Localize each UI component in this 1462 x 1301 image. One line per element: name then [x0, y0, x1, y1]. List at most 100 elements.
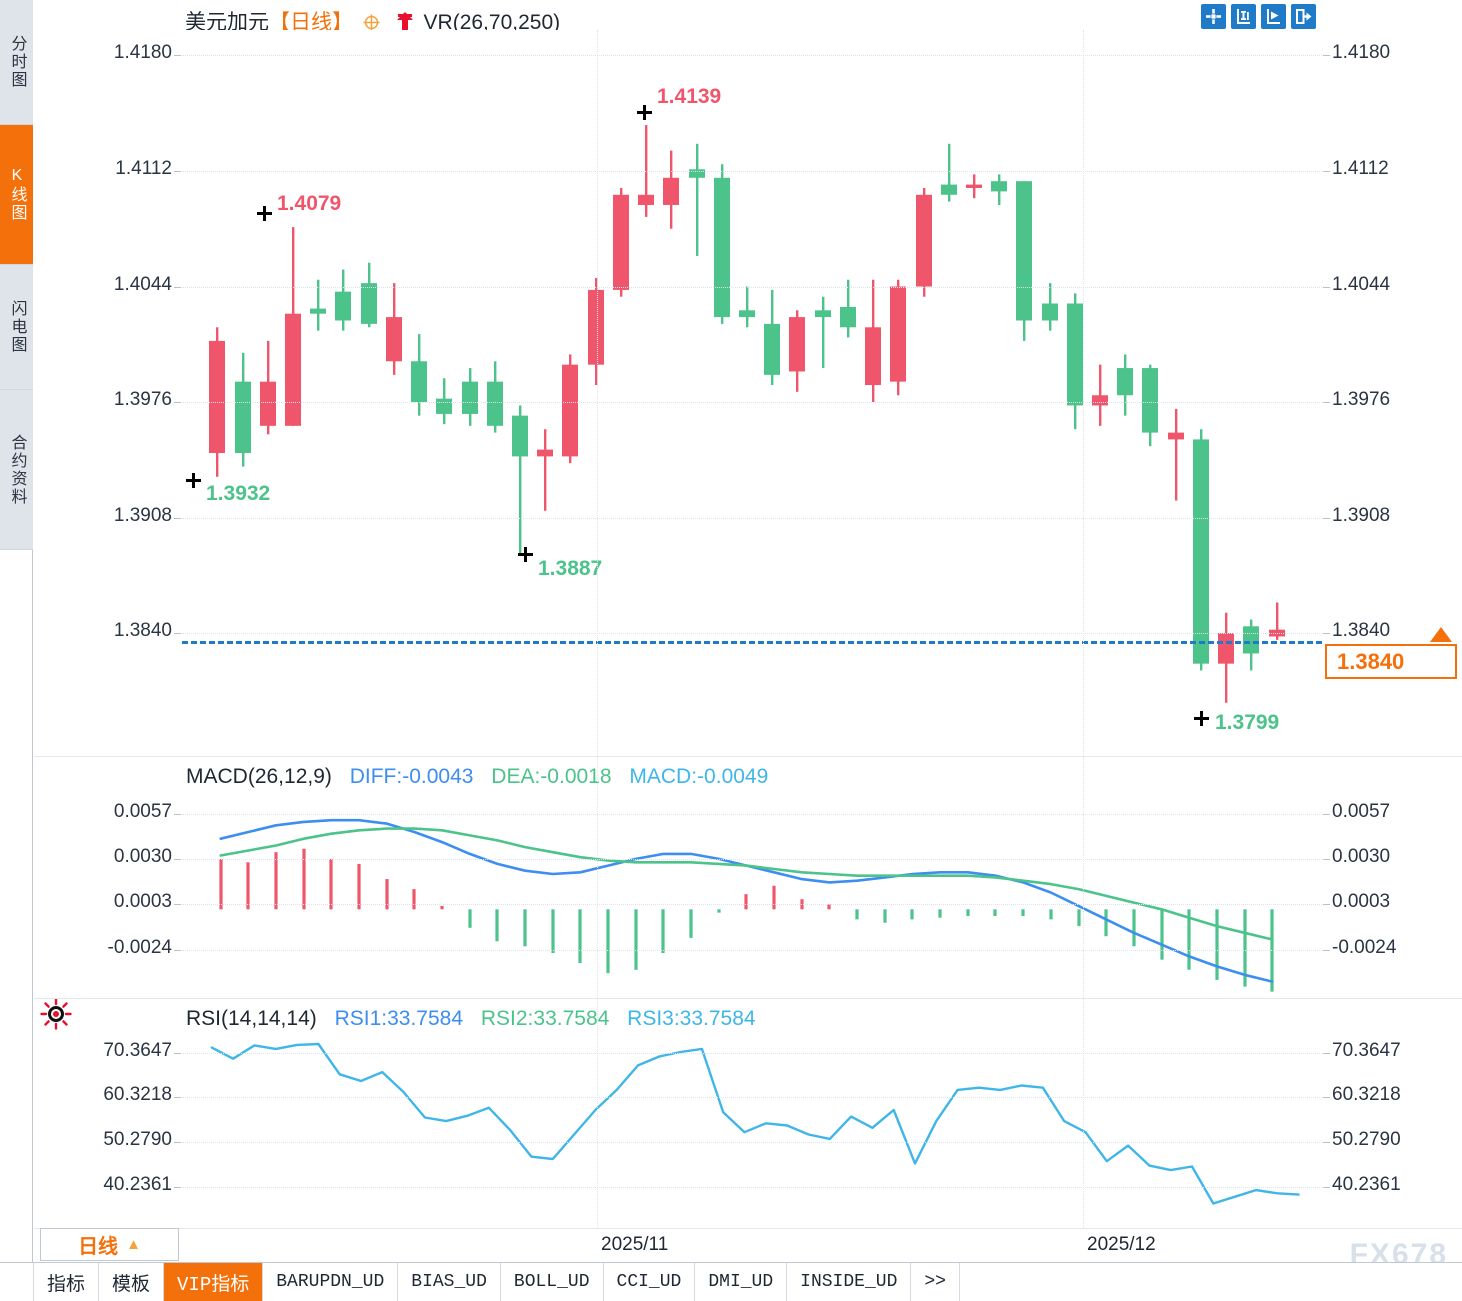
candlestick[interactable] — [1092, 364, 1108, 426]
rsi-divider — [34, 998, 1462, 999]
macd-histogram-bar — [717, 909, 721, 913]
candlestick[interactable] — [562, 354, 578, 464]
sidebar-label: 合约资料 — [8, 433, 26, 506]
candlestick[interactable] — [1042, 283, 1058, 331]
candlestick[interactable] — [1269, 602, 1285, 640]
candlestick[interactable] — [840, 279, 856, 338]
macd-histogram-bar — [551, 909, 555, 953]
candlestick[interactable] — [335, 269, 351, 331]
candlestick[interactable] — [890, 279, 906, 396]
candlestick[interactable] — [764, 289, 780, 386]
gridline — [182, 286, 1322, 288]
candlestick[interactable] — [310, 279, 326, 331]
candlestick[interactable] — [714, 164, 730, 324]
tab-barupdn-ud[interactable]: BARUPDN_UD — [263, 1263, 399, 1301]
axis-tick — [174, 1097, 181, 1099]
tab-more[interactable]: >> — [911, 1263, 960, 1301]
sidebar-label: K线图 — [8, 167, 26, 222]
scale-icon[interactable] — [1261, 4, 1286, 29]
macd-histogram-bar — [219, 858, 223, 910]
gridline — [182, 1142, 1322, 1144]
gridline — [182, 904, 1322, 906]
axis-tick — [1323, 1052, 1330, 1054]
candlestick[interactable] — [966, 174, 982, 199]
exit-icon[interactable] — [1291, 4, 1316, 29]
tab-boll-ud[interactable]: BOLL_UD — [501, 1263, 604, 1301]
sidebar-item-kline-chart[interactable]: K线图 — [0, 125, 33, 265]
candlestick[interactable] — [865, 279, 881, 403]
candlestick[interactable] — [1117, 354, 1133, 416]
macd-histogram-bar — [772, 885, 776, 910]
macd-chart[interactable] — [182, 790, 1322, 995]
axis-tick — [1323, 813, 1330, 815]
tab-bias-ud[interactable]: BIAS_UD — [398, 1263, 501, 1301]
candlestick[interactable] — [285, 227, 301, 426]
candlestick[interactable] — [941, 143, 957, 202]
tabbar-spacer — [0, 1263, 34, 1301]
candlestick[interactable] — [411, 334, 427, 416]
candlestick[interactable] — [462, 368, 478, 426]
tab-indicators[interactable]: 指标 — [34, 1263, 100, 1301]
tab-vip-indicators[interactable]: VIP指标 — [164, 1263, 264, 1301]
candlestick[interactable] — [613, 187, 629, 297]
macd-histogram-bar — [1187, 909, 1191, 970]
macd-histogram-bar — [634, 909, 638, 970]
tab-dmi-ud[interactable]: DMI_UD — [695, 1263, 788, 1301]
candlestick[interactable] — [916, 187, 932, 297]
candlestick[interactable] — [739, 286, 755, 328]
tab-templates[interactable]: 模板 — [99, 1263, 165, 1301]
measure-icon[interactable] — [1231, 4, 1256, 29]
sidebar-label: 分时图 — [8, 35, 26, 89]
candlestick[interactable] — [689, 143, 705, 256]
candlestick[interactable] — [663, 150, 679, 229]
brightness-sun-icon[interactable] — [40, 998, 72, 1030]
macd-histogram-bar — [1160, 909, 1164, 960]
sidebar-item-contract-info[interactable]: 合约资料 — [0, 390, 33, 550]
tab-cci-ud[interactable]: CCI_UD — [604, 1263, 696, 1301]
macd-histogram-bar — [468, 909, 472, 928]
macd-histogram-bar — [385, 879, 389, 910]
axis-tick — [174, 517, 181, 519]
candlestick[interactable] — [512, 405, 528, 554]
macd-histogram-bar — [827, 904, 831, 910]
candlestick[interactable] — [789, 310, 805, 392]
macd-histogram-bar — [302, 848, 306, 910]
candlestick[interactable] — [1067, 293, 1083, 430]
macd-histogram-bar — [855, 909, 859, 920]
crosshair-icon[interactable] — [363, 14, 380, 31]
axis-tick — [1323, 904, 1330, 906]
current-price-badge[interactable]: 1.3840 — [1325, 644, 1457, 679]
candlestick[interactable] — [991, 174, 1007, 205]
period-up-arrow-icon: ▲ — [126, 1236, 141, 1253]
candlestick[interactable] — [361, 262, 377, 328]
axis-tick — [1323, 633, 1330, 635]
candlestick[interactable] — [386, 283, 402, 375]
current-price-arrow-icon — [1430, 627, 1452, 642]
candlestick[interactable] — [1142, 364, 1158, 447]
tab-inside-ud[interactable]: INSIDE_UD — [787, 1263, 912, 1301]
macd-histogram-bar — [1243, 909, 1247, 987]
candlestick[interactable] — [588, 278, 604, 386]
move-icon[interactable] — [1201, 4, 1226, 29]
red-up-arrow-icon[interactable] — [396, 12, 413, 32]
candlestick[interactable] — [1243, 619, 1259, 671]
candlestick[interactable] — [235, 352, 251, 467]
candlestick[interactable] — [1168, 408, 1184, 501]
candlestick[interactable] — [537, 429, 553, 511]
candlestick[interactable] — [1016, 181, 1032, 341]
candlestick[interactable] — [260, 340, 276, 435]
gridline — [182, 633, 1322, 635]
gridline — [182, 517, 1322, 519]
period-selector-button[interactable]: 日线 ▲ — [40, 1228, 179, 1261]
candlestick[interactable] — [1218, 612, 1234, 703]
candlestick-chart[interactable] — [182, 30, 1322, 752]
sidebar-item-timeshare-chart[interactable]: 分时图 — [0, 0, 33, 125]
macd-histogram-bar — [1021, 909, 1025, 917]
sidebar-item-lightning-chart[interactable]: 闪电图 — [0, 265, 33, 390]
candlestick[interactable] — [815, 296, 831, 369]
candlestick[interactable] — [487, 361, 503, 433]
rsi-chart[interactable] — [182, 1032, 1322, 1228]
rsi1-value: RSI1:33.7584 — [334, 1007, 464, 1030]
macd-histogram-bar — [1077, 909, 1081, 927]
candlestick[interactable] — [1193, 429, 1209, 671]
